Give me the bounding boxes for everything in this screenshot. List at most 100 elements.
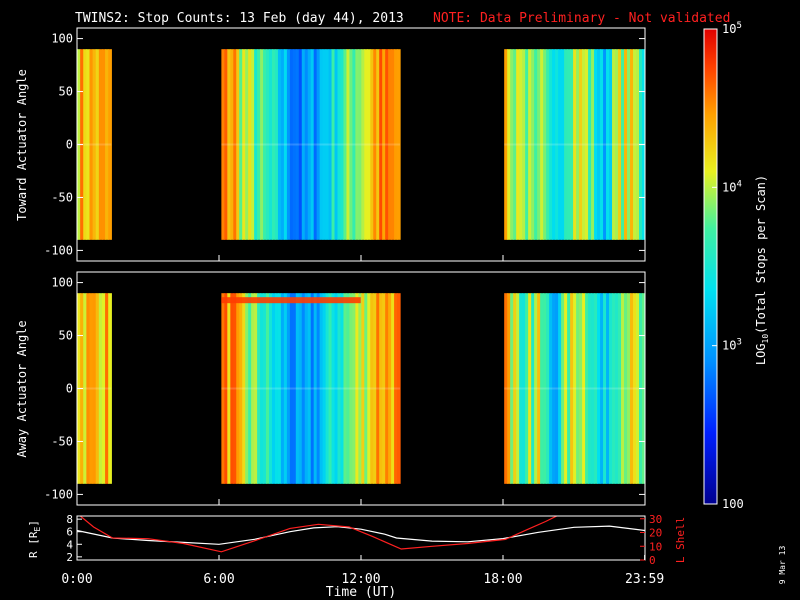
heatmap-cell: [600, 49, 604, 240]
heatmap-cell: [239, 49, 243, 240]
heatmap-cell: [355, 49, 359, 240]
heatmap-cell: [292, 49, 297, 240]
heatmap-cell: [528, 293, 532, 484]
heatmap-cell: [310, 293, 315, 484]
heatmap-cell: [391, 293, 395, 484]
heatmap-cell: [531, 49, 535, 240]
heatmap-cell: [376, 49, 380, 240]
heatmap-cell: [367, 49, 371, 240]
heatmap-cell: [98, 49, 103, 240]
y-tick-label: -50: [51, 190, 73, 204]
time-tick-label: 6:00: [203, 572, 234, 587]
zero-angle-band: [221, 387, 401, 390]
heatmap-cell: [358, 293, 362, 484]
heatmap-cell: [230, 293, 234, 484]
heatmap-cell: [334, 293, 339, 484]
heatmap-cell: [549, 49, 553, 240]
heatmap-cell: [633, 49, 637, 240]
heatmap-cell: [504, 293, 508, 484]
heatmap-cell: [388, 293, 392, 484]
heatmap-cell: [600, 293, 604, 484]
heatmap-cell: [606, 293, 610, 484]
zero-angle-band: [504, 387, 645, 390]
heatmap-cell: [567, 293, 571, 484]
heatmap-cell: [385, 293, 389, 484]
heatmap-cell: [558, 293, 562, 484]
heatmap-cell: [292, 293, 297, 484]
y-tick-label: -100: [44, 487, 73, 501]
heatmap-cell: [224, 49, 228, 240]
heatmap-cell: [349, 49, 353, 240]
heatmap-cell: [95, 293, 100, 484]
heatmap-cell: [385, 49, 389, 240]
l-shell-tick-label: 0: [649, 554, 656, 567]
heatmap-cell: [510, 293, 514, 484]
heatmap-cell: [364, 293, 368, 484]
heatmap-cell: [537, 293, 541, 484]
toward-y-axis: -100 -50 0 50 100: [44, 32, 646, 261]
orbit-panel-frame: [76, 515, 646, 561]
heatmap-cell: [630, 293, 634, 484]
heatmap-cell: [251, 293, 255, 484]
heatmap-cell: [289, 49, 294, 240]
heatmap-cell: [540, 49, 544, 240]
heatmap-cell: [612, 49, 616, 240]
heatmap-cell: [260, 49, 264, 240]
time-tick-label: 18:00: [483, 572, 522, 587]
heatmap-cell: [289, 293, 294, 484]
heatmap-cell: [224, 293, 228, 484]
heatmap-cell: [615, 293, 619, 484]
colorbar-gradient: [703, 28, 718, 505]
heatmap-cell: [331, 49, 336, 240]
y-tick-label: 50: [59, 329, 73, 343]
away-panel: -100 -50 0 50 100 Away Actuator Angle: [15, 271, 646, 506]
colorbar-tick-label: 100: [722, 497, 744, 511]
away-y-label: Away Actuator Angle: [15, 320, 29, 457]
heatmap-cell: [346, 293, 351, 484]
heatmap-cell: [233, 49, 237, 240]
heatmap-cell: [277, 293, 282, 484]
heatmap-cell: [257, 293, 261, 484]
heatmap-cell: [349, 293, 353, 484]
heatmap-cell: [251, 49, 255, 240]
zero-angle-band: [504, 143, 645, 146]
heatmap-cell: [507, 293, 511, 484]
heatmap-cell: [618, 293, 622, 484]
heatmap-cell: [591, 49, 595, 240]
heatmap-cell: [319, 49, 324, 240]
heatmap-cell: [573, 49, 577, 240]
heatmap-cell: [274, 293, 279, 484]
heatmap-cell: [227, 49, 231, 240]
heatmap-cell: [627, 293, 631, 484]
l-shell-label: L Shell: [674, 517, 687, 563]
r-tick-label: 4: [66, 538, 73, 551]
heatmap-cell: [95, 49, 100, 240]
heatmap-cell: [322, 293, 327, 484]
heatmap-cell: [579, 293, 583, 484]
heatmap-cell: [236, 293, 240, 484]
heatmap-cell: [379, 49, 383, 240]
heatmap-cell: [540, 293, 544, 484]
heatmap-cell: [636, 293, 640, 484]
heatmap-cell: [319, 293, 324, 484]
heatmap-cell: [597, 49, 601, 240]
heatmap-cell: [391, 49, 395, 240]
heatmap-cell: [573, 293, 577, 484]
heatmap-cell: [621, 49, 625, 240]
heatmap-cell: [92, 293, 97, 484]
orbit-lines: [77, 516, 645, 553]
heatmap-cell: [298, 293, 303, 484]
heatmap-cell: [594, 49, 598, 240]
colorbar-tick-label: 103: [722, 338, 742, 353]
r-axis-label: R [RE]: [27, 520, 42, 558]
heatmap-cell: [388, 49, 392, 240]
heatmap-cell: [343, 49, 348, 240]
heatmap-cell: [108, 293, 112, 484]
heatmap-cell: [313, 49, 318, 240]
heatmap-cell: [221, 49, 225, 240]
heatmap-cell: [370, 49, 374, 240]
colorbar: 100 103 104 105 LOG10(Total Stops per Scan): [703, 21, 770, 511]
heatmap-cell: [528, 49, 532, 240]
